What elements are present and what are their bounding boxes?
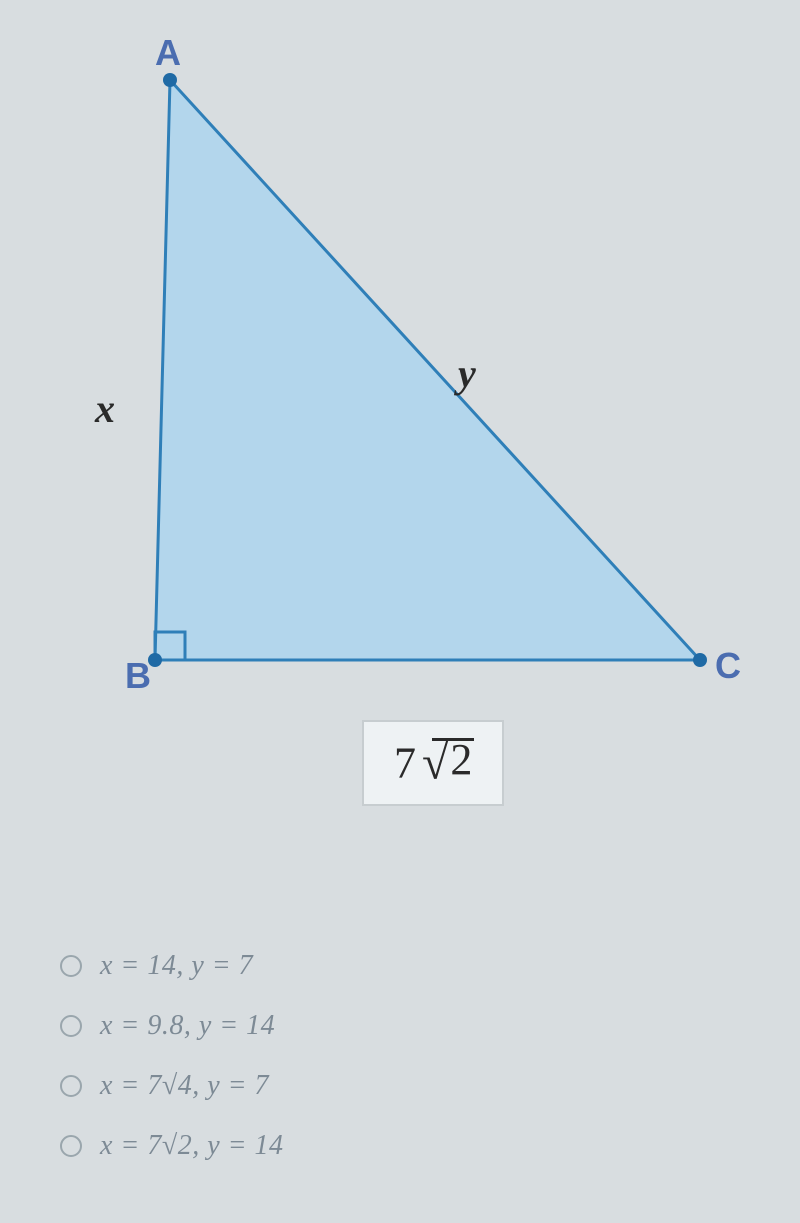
radio-icon[interactable] xyxy=(60,1075,82,1097)
radio-icon[interactable] xyxy=(60,1015,82,1037)
answer-options: x = 14, y = 7 x = 9.8, y = 14 x = 7√4, y… xyxy=(60,950,660,1190)
answer-option[interactable]: x = 7√2, y = 14 xyxy=(60,1130,660,1162)
vertex-label-a: A xyxy=(155,32,181,74)
answer-option[interactable]: x = 9.8, y = 14 xyxy=(60,1010,660,1042)
vertex-label-c: C xyxy=(715,645,741,687)
sqrt-symbol: √2 xyxy=(422,736,472,790)
option-text: x = 7√4, y = 7 xyxy=(100,1070,269,1102)
page: A B C x y 7√2 x = 14, y = 7 x = 9.8, y =… xyxy=(0,0,800,1223)
answer-option[interactable]: x = 14, y = 7 xyxy=(60,950,660,982)
side-label-y: y xyxy=(458,350,476,397)
radio-icon[interactable] xyxy=(60,1135,82,1157)
triangle-diagram: A B C x y 7√2 xyxy=(40,20,760,760)
triangle-svg xyxy=(40,20,760,760)
option-text: x = 9.8, y = 14 xyxy=(100,1010,275,1042)
vertex-point-c xyxy=(693,653,707,667)
vertex-label-b: B xyxy=(125,655,151,697)
radio-icon[interactable] xyxy=(60,955,82,977)
option-text: x = 7√2, y = 14 xyxy=(100,1130,284,1162)
option-text: x = 14, y = 7 xyxy=(100,950,253,982)
side-label-x: x xyxy=(95,385,115,432)
answer-option[interactable]: x = 7√4, y = 7 xyxy=(60,1070,660,1102)
vertex-point-a xyxy=(163,73,177,87)
side-label-bc-box: 7√2 xyxy=(362,720,504,806)
bc-coeff: 7 xyxy=(394,739,416,788)
bc-radicand: 2 xyxy=(448,735,472,784)
triangle-shape xyxy=(155,80,700,660)
